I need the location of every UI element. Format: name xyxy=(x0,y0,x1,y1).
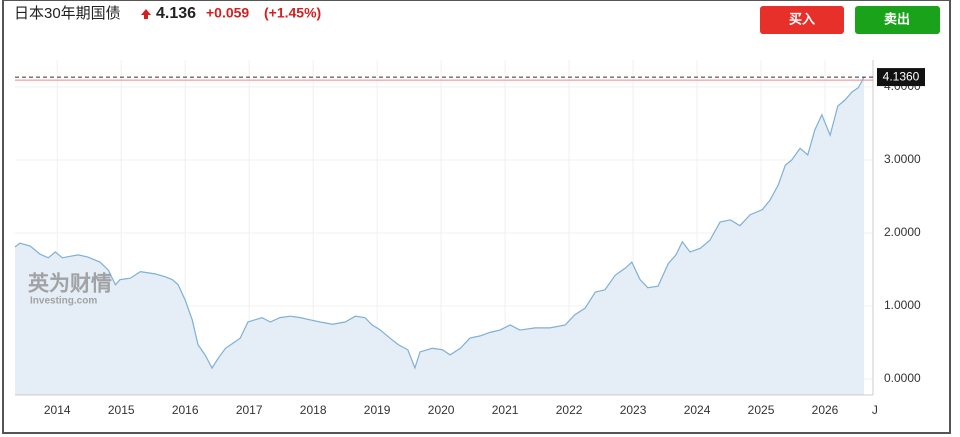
x-tick-label: 2025 xyxy=(748,403,775,417)
price: 4.136 xyxy=(156,5,196,22)
last-price-label: 4.1360 xyxy=(883,69,920,83)
sell-button[interactable] xyxy=(855,6,940,34)
last-price-box xyxy=(877,68,925,87)
sell-label[interactable]: 卖出 xyxy=(884,11,910,26)
buy-label[interactable]: 买入 xyxy=(789,11,815,26)
y-tick-label: 0.0000 xyxy=(884,371,921,385)
x-tick-label: 2024 xyxy=(684,403,711,417)
watermark-en: Investing.com xyxy=(30,296,97,307)
area-fill xyxy=(15,77,865,395)
buy-button[interactable] xyxy=(760,6,844,34)
up-arrow xyxy=(141,9,151,19)
change: +0.059 xyxy=(206,5,249,21)
x-tick-label: 2015 xyxy=(108,403,135,417)
x-tick-label: 2020 xyxy=(428,403,455,417)
x-tick-label: 2016 xyxy=(172,403,199,417)
y-tick-label: 2.0000 xyxy=(884,225,921,239)
watermark-cn: 英为财情 xyxy=(28,272,112,296)
title: 日本30年期国债 xyxy=(14,5,121,22)
x-tick-label: 2023 xyxy=(620,403,647,417)
x-tick-label: 2022 xyxy=(556,403,583,417)
y-tick-label: 3.0000 xyxy=(884,152,921,166)
y-tick-label: 1.0000 xyxy=(884,298,921,312)
x-tick-label: J xyxy=(872,403,878,417)
x-tick-label: 2026 xyxy=(812,403,839,417)
x-tick-label: 2014 xyxy=(44,403,71,417)
price-line xyxy=(14,76,865,370)
x-tick-label: 2018 xyxy=(300,403,327,417)
change-pct: (+1.45%) xyxy=(264,5,321,21)
x-tick-label: 2019 xyxy=(364,403,391,417)
x-tick-label: 2017 xyxy=(236,403,263,417)
x-tick-label: 2021 xyxy=(492,403,519,417)
